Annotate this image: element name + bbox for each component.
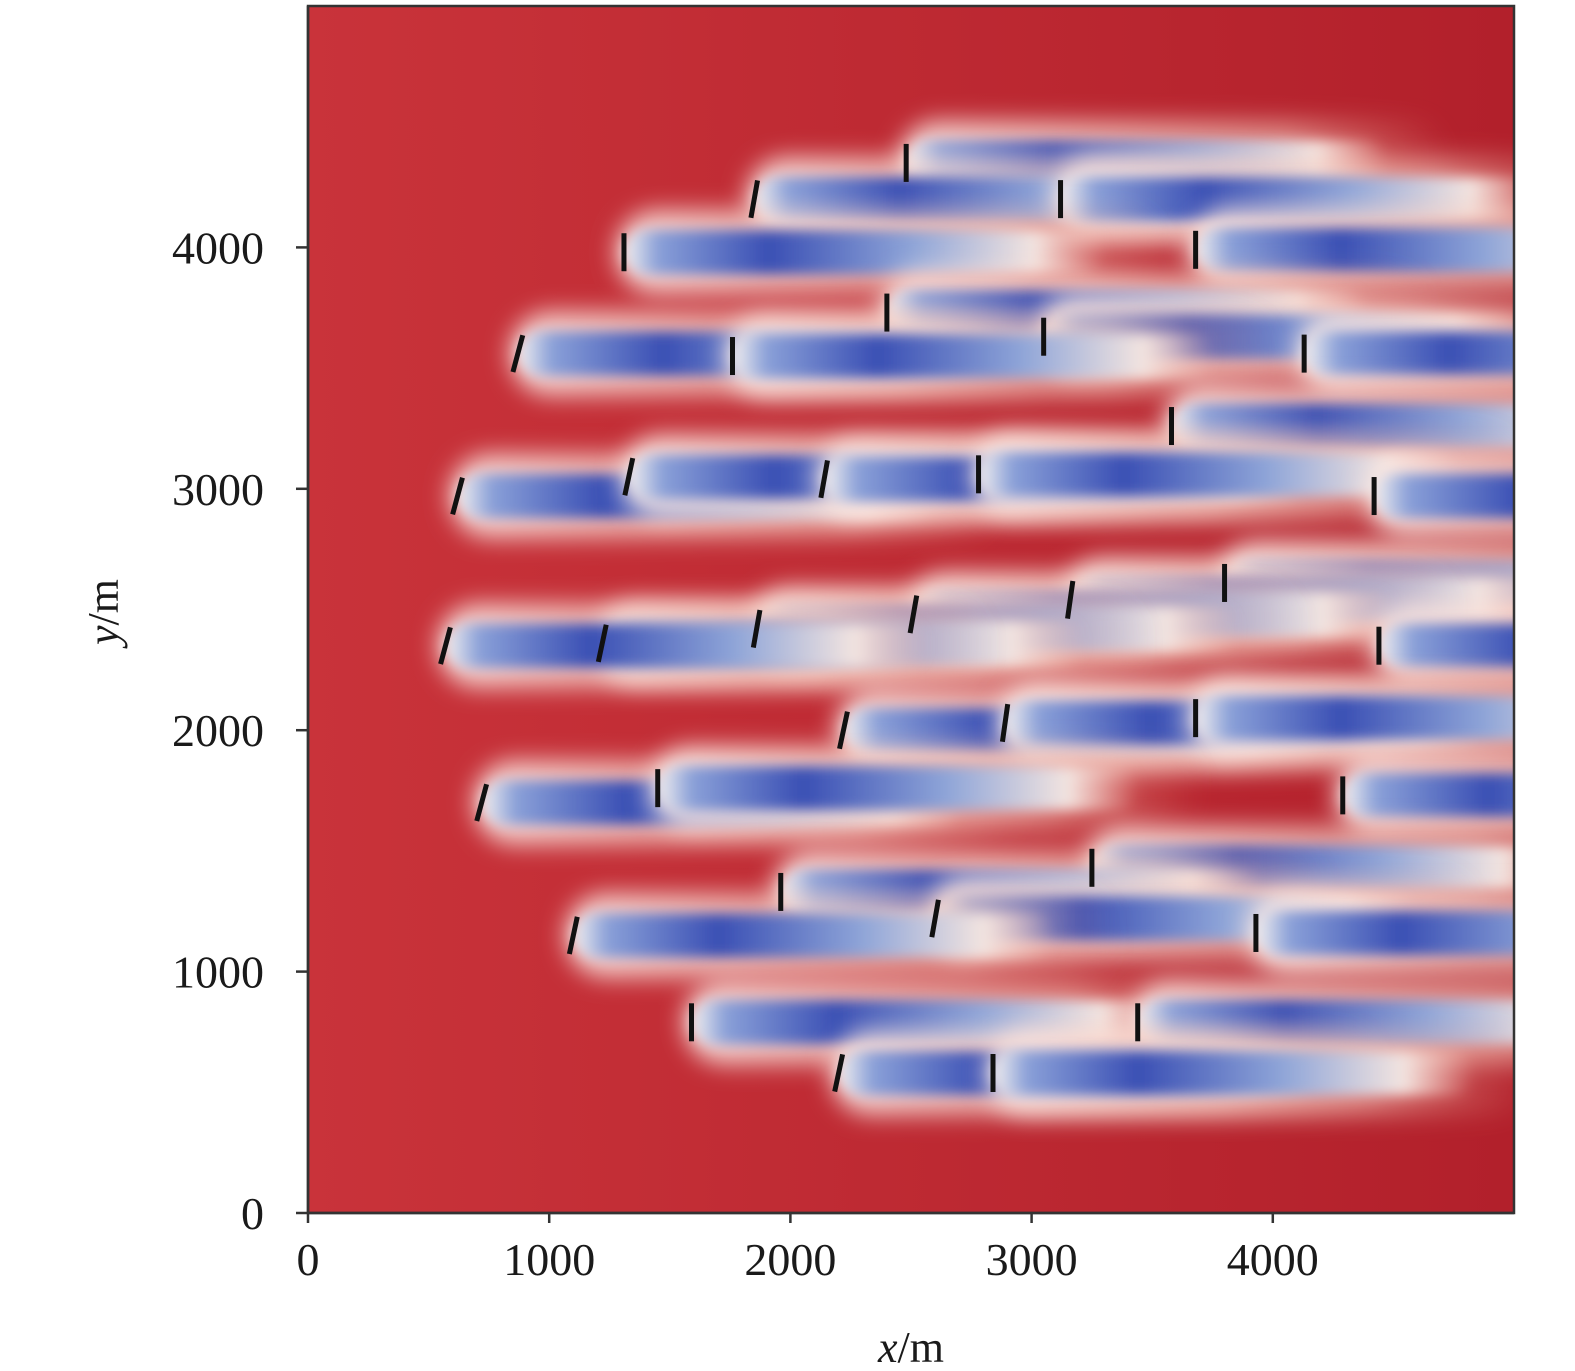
turbine-27 (474, 783, 489, 822)
x-tick-label-1000: 1000 (503, 1234, 595, 1285)
turbine-12 (450, 477, 465, 516)
x-axis-label-unit: /m (898, 1323, 944, 1371)
x-axis-label-var: x (877, 1323, 898, 1371)
y-tick-label-1000: 1000 (172, 947, 264, 998)
y-axis: 0 1000 2000 3000 4000 (172, 6, 310, 1239)
x-axis-label: x/m (877, 1323, 944, 1371)
wake-core (993, 1050, 1476, 1095)
plot-area (306, 4, 1516, 1215)
wake-28 (649, 746, 1205, 830)
wake-core (1342, 773, 1514, 818)
wake-core (1195, 696, 1514, 741)
wake-38 (985, 1031, 1514, 1115)
wake-22 (437, 603, 993, 688)
x-tick-label-2000: 2000 (744, 1234, 836, 1285)
turbine-37 (832, 1053, 846, 1093)
y-axis-label-unit: /m (79, 579, 128, 625)
wake-core (1255, 910, 1514, 955)
x-axis: 0 1000 2000 3000 4000 (297, 1211, 1514, 1285)
wake-33 (565, 893, 1121, 978)
wake-5 (1187, 208, 1514, 292)
wake-layer (437, 121, 1514, 1115)
wake-core (732, 334, 1215, 379)
wake-core (657, 766, 1141, 811)
wake-34 (1247, 891, 1514, 975)
wake-core (573, 913, 1056, 958)
wake-core (1195, 227, 1514, 272)
wake-core (445, 623, 928, 668)
y-tick-label-2000: 2000 (172, 705, 264, 756)
wake-core (1378, 623, 1514, 668)
wake-core (978, 452, 1461, 497)
turbine-18 (1065, 580, 1076, 620)
wake-9 (724, 314, 1280, 398)
wake-16 (1366, 454, 1514, 538)
y-tick-label-4000: 4000 (172, 222, 264, 273)
y-axis-label: y/m (79, 579, 128, 649)
turbine-2 (748, 179, 760, 219)
turbine-24 (837, 711, 850, 750)
turbine-14 (818, 459, 830, 499)
turbine-19 (907, 595, 920, 634)
wake-core (1304, 331, 1514, 376)
wake-10 (1296, 311, 1514, 396)
turbine-32 (929, 899, 941, 938)
turbine-25 (999, 703, 1011, 743)
y-tick-label-0: 0 (241, 1188, 264, 1239)
wake-core (1374, 474, 1514, 519)
wake-23 (1370, 603, 1514, 688)
wake-26 (1187, 676, 1514, 760)
y-tick-label-3000: 3000 (172, 464, 264, 515)
turbine-13 (622, 457, 636, 496)
x-tick-label-4000: 4000 (1227, 1234, 1319, 1285)
turbine-21 (595, 624, 609, 663)
wake-core (623, 230, 1107, 275)
y-axis-label-var: y (79, 625, 128, 649)
turbine-22 (438, 626, 453, 665)
turbine-8 (510, 334, 526, 373)
turbine-20 (750, 609, 763, 648)
turbine-layer (438, 143, 1382, 1093)
x-tick-label-3000: 3000 (986, 1234, 1078, 1285)
wake-29 (1334, 753, 1514, 838)
x-tick-label-0: 0 (297, 1234, 320, 1285)
turbine-33 (566, 916, 580, 955)
